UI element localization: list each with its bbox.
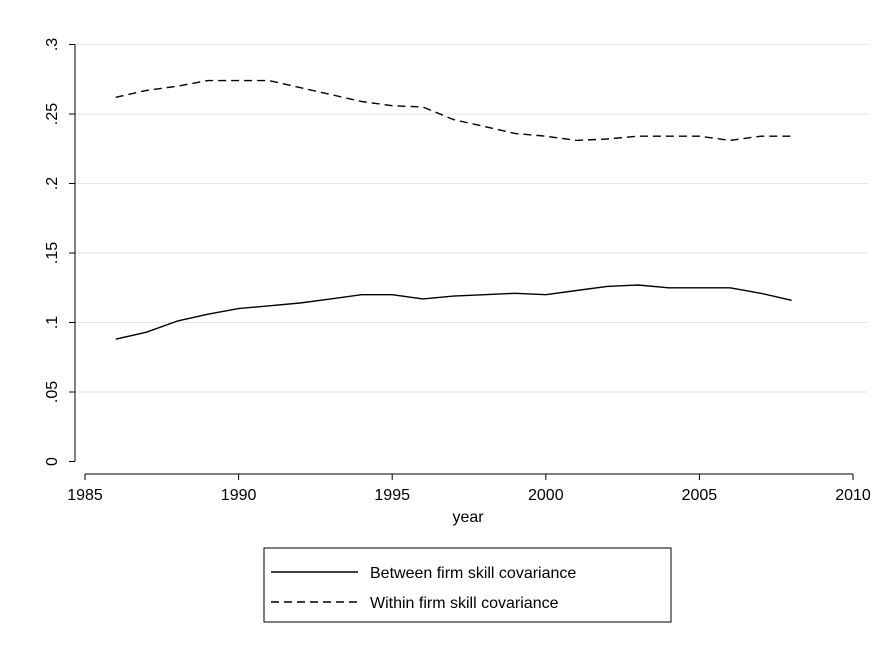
x-tick-label-2: 1995 xyxy=(374,487,410,504)
x-tick-label-3: 2000 xyxy=(528,487,564,504)
axes: 0 .05 .1 .15 .2 .25 .3 1985 1990 1995 2000 2005 2010 xyxy=(44,38,871,504)
y-tick-label-5: .25 xyxy=(44,103,61,125)
x-tick-label-4: 2005 xyxy=(682,487,718,504)
series-line-0 xyxy=(115,284,792,340)
y-tick-label-2: .1 xyxy=(44,316,61,329)
gridlines xyxy=(75,44,868,393)
legend-label-1: Within firm skill covariance xyxy=(370,595,559,612)
legend-label-0: Between firm skill covariance xyxy=(370,565,576,582)
legend: Between firm skill covariance Within firm… xyxy=(263,547,672,623)
y-tick-label-1: .05 xyxy=(44,381,61,403)
y-tick-label-0: 0 xyxy=(44,457,61,466)
legend-box xyxy=(263,547,672,623)
y-tick-label-3: .15 xyxy=(44,242,61,264)
x-tick-label-0: 1985 xyxy=(67,487,103,504)
y-tick-label-6: .3 xyxy=(44,38,61,51)
x-tick-label-1: 1990 xyxy=(221,487,257,504)
series-lines xyxy=(115,79,792,340)
y-tick-label-4: .2 xyxy=(44,177,61,190)
x-tick-label-5: 2010 xyxy=(835,487,871,504)
x-axis-title: year xyxy=(452,509,484,526)
series-line-1 xyxy=(115,79,792,142)
